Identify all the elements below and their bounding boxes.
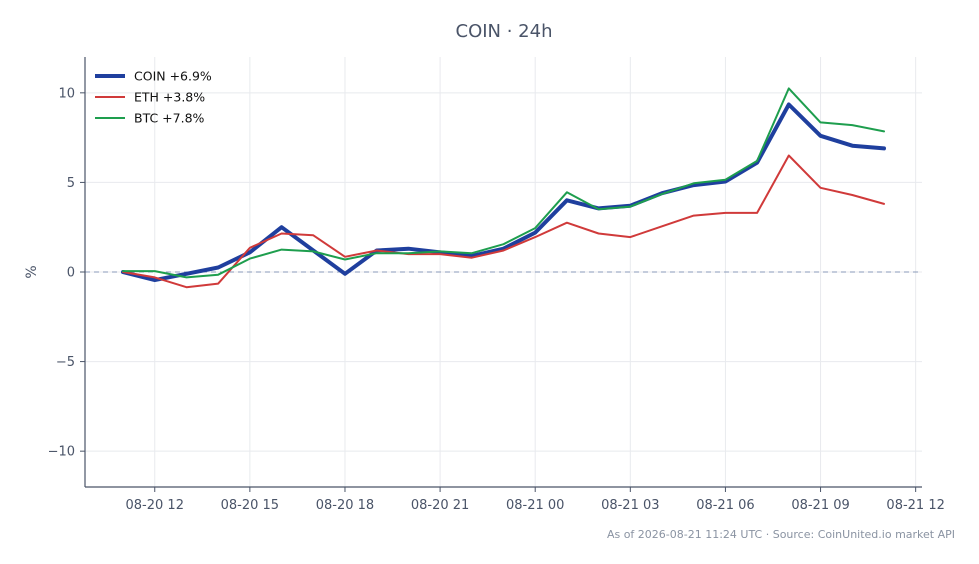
y-tick-label: 10 [58,86,75,101]
series-line-eth [122,154,885,289]
legend-label: ETH +3.8% [134,90,205,105]
legend: COIN +6.9% ETH +3.8% BTC +7.8% [95,69,212,126]
legend-label: BTC +7.8% [134,111,205,126]
series-group [121,87,886,289]
y-tick-label: 5 [67,176,75,191]
series-line-btc [122,87,885,279]
x-tick-label: 08-20 18 [316,498,374,513]
chart-title: COIN · 24h [456,21,553,42]
series-line-coin [121,102,886,283]
x-tick-label: 08-20 12 [126,498,184,513]
y-tick-label: 0 [67,266,75,281]
x-tick-label: 08-21 06 [696,498,754,513]
x-tick-label: 08-21 09 [791,498,849,513]
source-footer: As of 2026-08-21 11:24 UTC · Source: Coi… [607,528,955,541]
x-tick-label: 08-21 12 [886,498,944,513]
ticks: 10 5 0 −5 −10 08-20 12 08-20 15 08-20 18 08-20 2… [48,86,945,513]
y-axis-label: % [24,265,40,278]
y-tick-label: −10 [48,445,75,460]
x-tick-label: 08-20 21 [411,498,469,513]
x-tick-label: 08-21 03 [601,498,659,513]
x-tick-label: 08-21 00 [506,498,564,513]
legend-label: COIN +6.9% [134,69,212,84]
y-tick-label: −5 [56,355,75,370]
x-tick-label: 08-20 15 [221,498,279,513]
